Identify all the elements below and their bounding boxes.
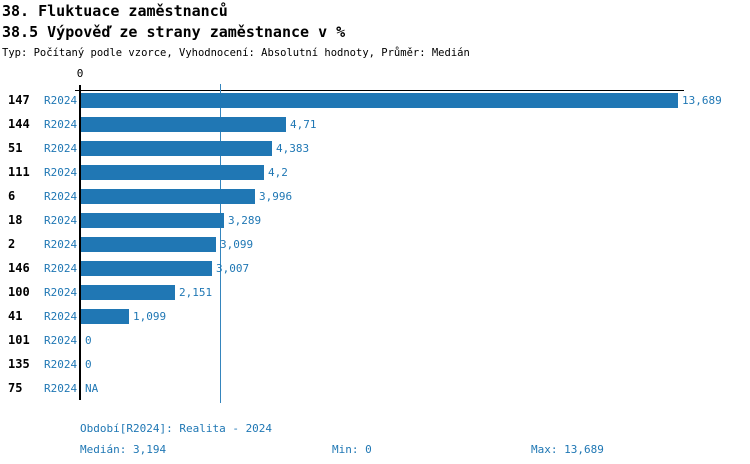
x-axis-zero-tick-label: 0 xyxy=(76,67,84,80)
row-period-label: R2024 xyxy=(44,190,78,203)
max-stat: Max: 13,689 xyxy=(531,443,604,456)
row-period-label: R2024 xyxy=(44,358,78,371)
period-legend: Období[R2024]: Realita - 2024 xyxy=(80,422,273,435)
min-stat: Min: 0 xyxy=(332,443,372,456)
row-id-label: 101 xyxy=(8,333,30,347)
value-label: 4,383 xyxy=(276,142,310,155)
row-id-label: 147 xyxy=(8,93,30,107)
row-period-label: R2024 xyxy=(44,310,78,323)
value-bar xyxy=(81,117,286,132)
row-id-label: 6 xyxy=(8,189,16,203)
row-period-label: R2024 xyxy=(44,166,78,179)
row-period-label: R2024 xyxy=(44,142,78,155)
value-label: 3,007 xyxy=(216,262,250,275)
value-bar xyxy=(81,141,272,156)
row-id-label: 75 xyxy=(8,381,23,395)
value-bar xyxy=(81,237,216,252)
value-label: NA xyxy=(85,382,99,395)
row-id-label: 135 xyxy=(8,357,30,371)
row-id-label: 2 xyxy=(8,237,16,251)
row-period-label: R2024 xyxy=(44,286,78,299)
value-label: 1,099 xyxy=(133,310,167,323)
row-id-label: 100 xyxy=(8,285,30,299)
value-label: 4,71 xyxy=(290,118,317,131)
value-bar xyxy=(81,189,255,204)
row-period-label: R2024 xyxy=(44,118,78,131)
median-reference-line xyxy=(220,84,221,403)
value-bar xyxy=(81,309,129,324)
row-id-label: 41 xyxy=(8,309,23,323)
row-id-label: 146 xyxy=(8,261,30,275)
row-id-label: 111 xyxy=(8,165,30,179)
row-period-label: R2024 xyxy=(44,94,78,107)
row-period-label: R2024 xyxy=(44,214,78,227)
row-period-label: R2024 xyxy=(44,334,78,347)
row-id-label: 18 xyxy=(8,213,23,227)
row-period-label: R2024 xyxy=(44,262,78,275)
value-label: 3,996 xyxy=(259,190,293,203)
value-label: 2,151 xyxy=(179,286,213,299)
median-stat: Medián: 3,194 xyxy=(80,443,167,456)
value-bar xyxy=(81,165,264,180)
value-label: 0 xyxy=(85,334,92,347)
row-id-label: 51 xyxy=(8,141,23,155)
value-bar xyxy=(81,261,212,276)
row-period-label: R2024 xyxy=(44,238,78,251)
x-axis-line xyxy=(75,90,684,91)
indicator-title: 38.5 Výpověď ze strany zaměstnance v % xyxy=(2,23,346,41)
row-period-label: R2024 xyxy=(44,382,78,395)
report-title: 38. Fluktuace zaměstnanců xyxy=(2,2,228,20)
value-bar xyxy=(81,93,678,108)
value-label: 4,2 xyxy=(268,166,288,179)
value-label: 13,689 xyxy=(682,94,722,107)
value-bar xyxy=(81,285,175,300)
y-axis-line xyxy=(79,85,81,400)
value-label: 3,289 xyxy=(228,214,262,227)
value-bar xyxy=(81,213,224,228)
value-label: 3,099 xyxy=(220,238,254,251)
value-label: 0 xyxy=(85,358,92,371)
row-id-label: 144 xyxy=(8,117,30,131)
indicator-subtitle: Typ: Počítaný podle vzorce, Vyhodnocení:… xyxy=(2,47,470,59)
